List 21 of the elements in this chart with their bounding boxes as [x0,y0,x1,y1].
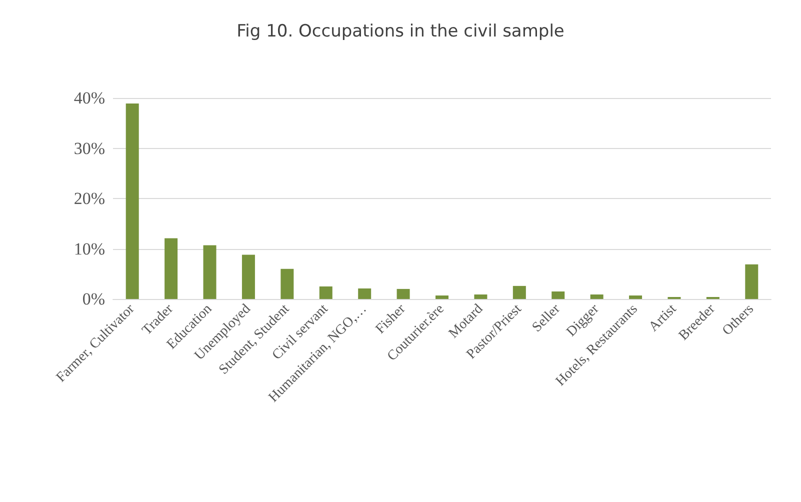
y-tick-label: 30% [74,138,105,158]
bar [280,268,294,299]
y-tick-label: 40% [74,88,105,108]
y-tick-label: 10% [74,239,105,258]
bar [242,254,255,299]
bar [203,245,216,299]
bar [436,295,448,299]
bar [474,294,488,299]
bar [745,264,758,299]
y-tick-label: 20% [74,189,105,208]
bar [126,104,139,299]
bar [396,288,410,299]
bar [552,291,565,299]
chart-title: Fig 10. Occupations in the civil sample [236,22,564,42]
bar [629,295,642,299]
bar [164,238,178,299]
y-tick-label: 0% [82,290,105,308]
bar [319,286,332,299]
bar [512,286,526,299]
bar [590,294,604,299]
bar [358,288,372,299]
